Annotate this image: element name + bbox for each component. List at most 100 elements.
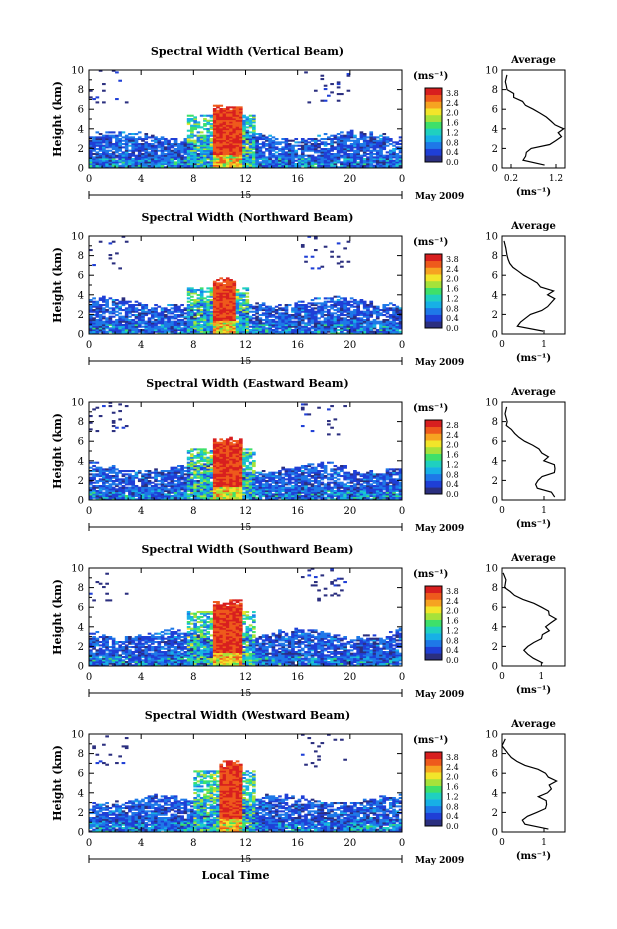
heatmap-cell <box>95 305 100 308</box>
heatmap-cell <box>327 329 331 332</box>
heatmap-cell <box>317 307 321 310</box>
heatmap-cell <box>160 493 165 496</box>
heatmap-cell <box>252 126 256 129</box>
heatmap-cell <box>375 322 380 325</box>
heatmap-cell <box>115 483 119 486</box>
heatmap-cell <box>180 309 184 312</box>
heatmap-cell <box>216 307 220 310</box>
heatmap-cell <box>398 315 403 318</box>
heatmap-cell <box>300 146 305 149</box>
heatmap-cell <box>108 131 113 134</box>
heatmap-cell <box>252 325 256 328</box>
heatmap-cell <box>366 148 370 151</box>
heatmap-cell <box>307 317 312 320</box>
heatmap-cell <box>313 319 318 322</box>
heatmap-cell <box>212 282 217 285</box>
heatmap-cell <box>98 317 103 320</box>
heatmap-cell <box>131 163 136 166</box>
heatmap-cell <box>92 149 96 152</box>
heatmap-cell <box>209 287 214 290</box>
heatmap-cell <box>173 309 178 312</box>
heatmap-cell <box>167 488 171 491</box>
heatmap-cell <box>255 302 259 305</box>
heatmap-cell <box>225 483 230 486</box>
heatmap-cell <box>196 294 201 297</box>
heatmap-cell <box>313 332 318 335</box>
heatmap-cell <box>108 315 113 318</box>
heatmap-cell <box>297 332 302 335</box>
heatmap-cell <box>105 158 109 161</box>
heatmap-cell <box>102 166 106 169</box>
heatmap-cell <box>183 332 188 335</box>
heatmap-cell <box>307 146 312 149</box>
heatmap-cell <box>131 310 136 313</box>
heatmap-cell <box>108 136 113 139</box>
heatmap-cell <box>95 302 100 305</box>
heatmap-cell <box>349 300 354 303</box>
heatmap-cell <box>343 327 347 330</box>
heatmap-cell <box>216 138 220 141</box>
heatmap-cell <box>212 463 217 466</box>
heatmap-cell <box>105 163 109 166</box>
heatmap-cell <box>190 471 194 474</box>
heatmap-cell <box>115 426 119 429</box>
heatmap-cell <box>154 158 158 161</box>
heatmap-cell <box>346 136 351 139</box>
heatmap-cell <box>222 486 227 489</box>
heatmap-cell <box>265 315 269 318</box>
x-tick-label: 12 <box>239 340 252 351</box>
heatmap-cell <box>369 164 374 167</box>
heatmap-cell <box>209 475 214 478</box>
heatmap-cell <box>177 465 181 468</box>
heatmap-cell <box>229 450 233 453</box>
heatmap-cell <box>242 126 246 129</box>
heatmap-cell <box>92 159 96 162</box>
heatmap-cell <box>242 287 246 290</box>
heatmap-cell <box>330 329 334 332</box>
heatmap-cell <box>209 463 214 466</box>
heatmap-cell <box>336 144 341 147</box>
heatmap-cell <box>336 156 341 159</box>
heatmap-cell <box>92 481 96 484</box>
heatmap-cell <box>356 139 361 142</box>
heatmap-cell <box>128 164 132 167</box>
heatmap-cell <box>216 166 220 169</box>
heatmap-cell <box>385 307 390 310</box>
heatmap-cell <box>343 320 347 323</box>
heatmap-cell <box>92 139 96 142</box>
heatmap-cell <box>206 312 211 315</box>
heatmap-cell <box>229 314 233 317</box>
heatmap-cell <box>291 330 295 333</box>
heatmap-cell <box>284 324 289 327</box>
heatmap-cell <box>134 138 139 141</box>
heatmap-cell <box>193 496 197 499</box>
heatmap-cell <box>291 166 295 169</box>
heatmap-cell <box>222 111 227 114</box>
heatmap-cell <box>238 488 243 491</box>
average-y-tick-label: 10 <box>485 232 498 243</box>
heatmap-cell <box>366 322 370 325</box>
heatmap-cell <box>229 470 233 473</box>
heatmap-cell <box>313 249 318 252</box>
heatmap-cell <box>177 493 181 496</box>
heatmap-cell <box>359 134 364 137</box>
heatmap-cell <box>219 284 224 287</box>
heatmap-cell <box>274 143 279 146</box>
heatmap-cell <box>340 307 344 310</box>
heatmap-cell <box>105 488 109 491</box>
heatmap-cell <box>196 475 201 478</box>
heatmap-cell <box>212 300 217 303</box>
heatmap-cell <box>199 478 204 481</box>
heatmap-cell <box>209 324 214 327</box>
heatmap-cell <box>235 106 240 109</box>
heatmap-cell <box>98 156 103 159</box>
heatmap-cell <box>258 153 263 156</box>
heatmap-cell <box>395 158 400 161</box>
heatmap-cell <box>225 491 230 494</box>
heatmap-cell <box>362 133 367 136</box>
heatmap-cell <box>252 158 256 161</box>
heatmap-cell <box>359 131 364 134</box>
heatmap-cell <box>95 161 100 164</box>
heatmap-cell <box>108 478 113 481</box>
heatmap-cell <box>170 138 175 141</box>
